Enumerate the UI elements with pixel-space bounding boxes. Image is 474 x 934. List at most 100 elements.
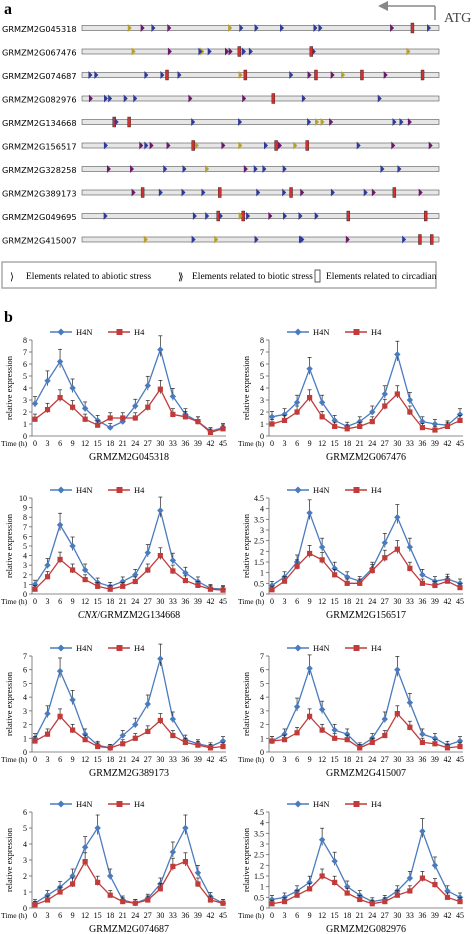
x-tick-label: 30 [156, 911, 164, 920]
data-point-square [307, 550, 313, 557]
x-tick-label: 24 [131, 439, 139, 448]
abiotic-element-icon [263, 141, 268, 150]
data-point-square [281, 578, 288, 584]
abiotic-element-icon [406, 47, 411, 56]
data-point-diamond [318, 836, 326, 843]
y-tick-label: 6 [23, 666, 27, 675]
data-point-square [207, 745, 214, 751]
biotic-element-icon [428, 141, 433, 150]
x-tick-label: 33 [406, 755, 414, 764]
y-tick-label: 7 [23, 652, 27, 661]
x-tick-label: 24 [368, 755, 376, 764]
y-tick-label: 2 [260, 408, 264, 417]
y-tick-label: 0 [260, 432, 264, 441]
data-point-square [407, 888, 413, 894]
data-point-square [319, 873, 325, 879]
x-tick-label: 33 [169, 597, 177, 606]
abiotic-element-icon [298, 212, 303, 220]
data-point-diamond [394, 666, 401, 673]
x-tick-label: 0 [270, 755, 274, 764]
y-tick-label: 0 [23, 748, 27, 757]
x-tick-label: 15 [331, 439, 339, 448]
y-tick-label: 1 [260, 883, 264, 892]
y-tick-label: 2.5 [254, 851, 264, 860]
data-point-square [207, 586, 214, 592]
data-point-diamond [318, 399, 326, 406]
legend-marker-diamond-icon [57, 644, 65, 652]
abiotic-element-icon [282, 188, 287, 197]
x-tick-label: 18 [343, 597, 351, 606]
data-point-square [332, 735, 338, 741]
panel-b-label: b [4, 309, 13, 326]
data-point-diamond [119, 732, 126, 739]
data-point-diamond [331, 726, 338, 734]
x-tick-label: 9 [308, 755, 312, 764]
data-point-square [195, 419, 201, 425]
data-point-square [70, 727, 76, 733]
data-point-diamond [132, 571, 139, 578]
data-point-square [220, 426, 226, 432]
circadian-element-icon [289, 187, 293, 198]
data-point-square [132, 415, 138, 421]
legend-marker-square-icon [116, 645, 123, 651]
x-tick-label: 6 [58, 911, 62, 920]
x-tick-label: 45 [219, 755, 227, 764]
panel-a-promoter-diagram: a ATG GRMZM2G045318 GRMZM2G067476 GRMZM2G0… [1, 1, 471, 289]
data-point-diamond [406, 874, 414, 882]
x-tick-label: 12 [318, 755, 326, 764]
data-point-diamond [268, 896, 276, 903]
x-tick-label: 27 [381, 755, 389, 764]
data-point-square [157, 386, 163, 392]
x-tick-label: 3 [46, 597, 50, 606]
y-tick-label: 6 [23, 532, 27, 541]
circadian-element-icon [423, 210, 428, 222]
data-point-diamond [419, 730, 426, 738]
x-tick-label: 12 [81, 597, 89, 606]
x-tick-label: 24 [368, 597, 376, 606]
series-line [271, 875, 461, 905]
x-tick-label: 27 [144, 911, 152, 920]
abiotic-element-icon [238, 71, 243, 79]
promoter-bar [81, 142, 440, 149]
x-tick-label: 27 [381, 911, 389, 920]
x-tick-label: 39 [194, 439, 202, 448]
circadian-element-icon [243, 69, 248, 81]
x-tick-label: 33 [169, 439, 177, 448]
biotic-element-icon [140, 24, 145, 32]
x-tick-label: 36 [181, 755, 189, 764]
circadian-element-icon [271, 93, 276, 104]
promoter-bar [81, 213, 440, 219]
y-tick-label: 2 [260, 861, 264, 870]
x-tick-label: 15 [331, 755, 339, 764]
data-point-square [357, 580, 363, 586]
y-tick-label: 4 [260, 693, 264, 702]
gene-label: GRMZM2G156517 [2, 142, 77, 152]
data-point-diamond [419, 571, 426, 578]
data-point-diamond [69, 696, 76, 704]
promoter-bar [81, 48, 440, 55]
data-point-square [82, 737, 88, 743]
y-tick-label: 1 [23, 888, 27, 897]
abiotic-element-icon [280, 24, 285, 32]
legend-label: H4 [134, 327, 145, 337]
biotic-element-icon [407, 118, 412, 126]
x-tick-label: 18 [106, 755, 114, 764]
data-point-square [182, 414, 188, 420]
data-point-square [107, 415, 113, 421]
x-tick-label: 27 [144, 597, 152, 606]
abiotic-element-icon [143, 235, 148, 244]
series-line [34, 387, 224, 434]
data-point-square [195, 582, 201, 588]
data-point-diamond [56, 667, 64, 675]
data-point-square [319, 414, 325, 420]
abiotic-element-icon [238, 118, 243, 126]
x-tick-label: 21 [119, 755, 127, 764]
data-point-square [269, 421, 275, 427]
x-tick-label: 3 [283, 439, 287, 448]
data-point-square [432, 582, 438, 589]
biotic-element-icon [390, 24, 395, 32]
data-point-diamond [281, 894, 288, 901]
data-point-diamond [281, 730, 288, 738]
